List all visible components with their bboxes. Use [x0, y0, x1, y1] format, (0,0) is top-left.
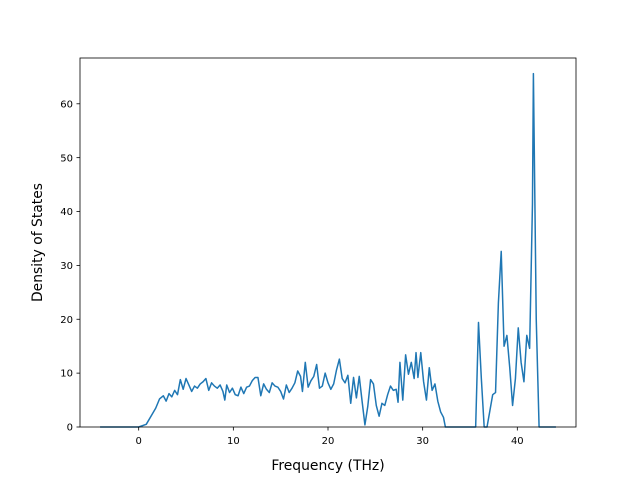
x-tick-label: 0: [135, 436, 141, 447]
y-tick-label: 10: [60, 369, 73, 380]
y-tick-label: 20: [60, 315, 73, 326]
y-tick-label: 30: [60, 261, 73, 272]
y-tick-label: 60: [60, 99, 73, 110]
plot-area: [100, 72, 556, 428]
y-tick-label: 50: [60, 153, 73, 164]
y-axis-label: Density of States: [30, 183, 46, 302]
y-tick-label: 40: [60, 207, 73, 218]
dos-series-line: [100, 72, 556, 428]
x-axis-label: Frequency (THz): [271, 458, 384, 474]
x-axis-ticks: 0 10 20 30 40: [135, 427, 524, 447]
x-tick-label: 10: [227, 436, 240, 447]
x-tick-label: 40: [511, 436, 524, 447]
y-axis-ticks: 0 10 20 30 40 50 60: [60, 99, 80, 434]
x-tick-label: 30: [416, 436, 429, 447]
x-tick-label: 20: [322, 436, 335, 447]
y-tick-label: 0: [67, 423, 73, 434]
